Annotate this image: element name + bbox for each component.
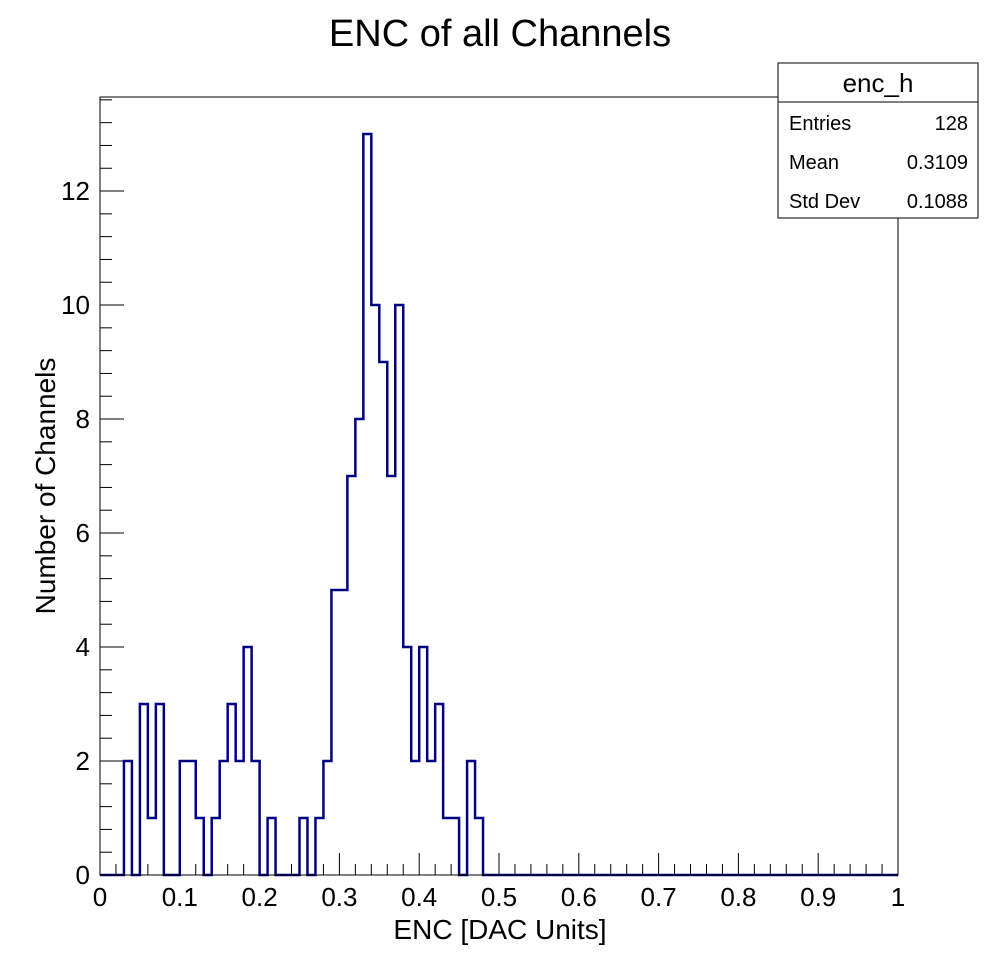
x-tick-label: 0 <box>93 882 107 912</box>
stats-box-frame <box>777 62 979 219</box>
stats-stddev-value: 0.1088 <box>907 191 968 213</box>
y-tick-label: 12 <box>61 176 90 206</box>
histogram-bin <box>411 761 419 875</box>
chart-title: ENC of all Channels <box>329 13 671 55</box>
histogram-bin <box>427 761 435 875</box>
y-axis-title: Number of Channels <box>30 358 61 615</box>
histogram-bars <box>100 132 898 877</box>
x-tick-label: 0.6 <box>561 882 597 912</box>
stats-mean-value: 0.3109 <box>907 152 968 174</box>
histogram-bin <box>339 590 347 875</box>
stats-entries-label: Entries <box>789 113 851 135</box>
x-axis-title: ENC [DAC Units] <box>393 914 606 945</box>
y-tick-labels: 0 2 4 6 8 10 12 <box>61 176 90 890</box>
x-tick-label: 0.2 <box>242 882 278 912</box>
x-tick-label: 0.1 <box>162 882 198 912</box>
x-tick-label: 0.3 <box>321 882 357 912</box>
y-tick-label: 8 <box>76 404 90 434</box>
y-tick-label: 0 <box>76 860 90 890</box>
histogram-bin <box>371 305 379 875</box>
stats-mean-label: Mean <box>789 152 839 174</box>
histogram-bin <box>387 476 395 875</box>
x-tick-label: 0.5 <box>481 882 517 912</box>
x-tick-label: 0.8 <box>720 882 756 912</box>
y-tick-label: 6 <box>76 518 90 548</box>
stats-box: enc_h Entries 128 Mean 0.3109 Std Dev 0.… <box>777 62 979 219</box>
y-tick-label: 4 <box>76 632 90 662</box>
stats-entries-value: 128 <box>935 113 968 135</box>
x-tick-label: 0.7 <box>641 882 677 912</box>
histogram-bin <box>443 818 451 875</box>
y-tick-label: 2 <box>76 746 90 776</box>
x-tick-label: 0.4 <box>401 882 437 912</box>
stats-box-title: enc_h <box>843 68 914 98</box>
x-tick-label: 0.9 <box>800 882 836 912</box>
plot-frame <box>99 96 899 876</box>
histogram-bin <box>236 761 244 875</box>
y-tick-label: 10 <box>61 290 90 320</box>
x-tick-label: 1 <box>891 882 905 912</box>
x-tick-labels: 0 0.1 0.2 0.3 0.4 0.5 0.6 0.7 0.8 0.9 1 <box>93 882 905 912</box>
histogram-bin <box>355 419 363 875</box>
histogram-bin <box>148 818 156 875</box>
histogram-outline <box>100 132 898 877</box>
stats-stddev-label: Std Dev <box>789 191 860 213</box>
